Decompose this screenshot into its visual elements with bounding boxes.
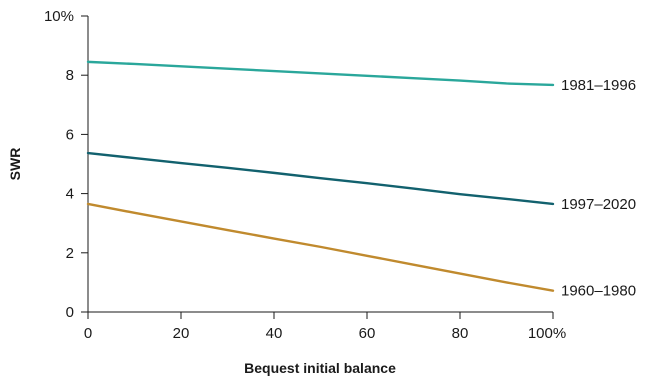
axes [87,16,553,313]
series-labels: 1981–1996 1997–2020 1960–1980 [561,77,636,300]
x-axis-title: Bequest initial balance [244,360,396,376]
y-ticks: 0 2 4 6 8 10% [44,8,88,321]
y-tick-label: 8 [66,67,74,84]
x-tick-label: 100% [528,325,566,342]
x-ticks: 0 20 40 60 80 100% [84,312,566,342]
x-tick-label: 20 [173,325,190,342]
x-tick-label: 40 [266,325,283,342]
series-line-2 [86,202,555,292]
series-label-1: 1997–2020 [561,196,636,213]
series-line-0 [86,60,555,87]
series-line-1 [86,151,555,206]
y-tick-label: 0 [66,304,74,321]
x-tick-label: 80 [452,325,469,342]
y-axis-title: SWR [7,148,23,181]
x-tick-label: 60 [359,325,376,342]
series-lines [86,60,555,292]
series-label-2: 1960–1980 [561,283,636,300]
y-tick-label: 4 [66,186,74,203]
y-tick-label: 2 [66,245,74,262]
y-tick-label: 10% [44,8,74,25]
y-tick-label: 6 [66,126,74,143]
series-label-0: 1981–1996 [561,77,636,94]
x-tick-label: 0 [84,325,92,342]
